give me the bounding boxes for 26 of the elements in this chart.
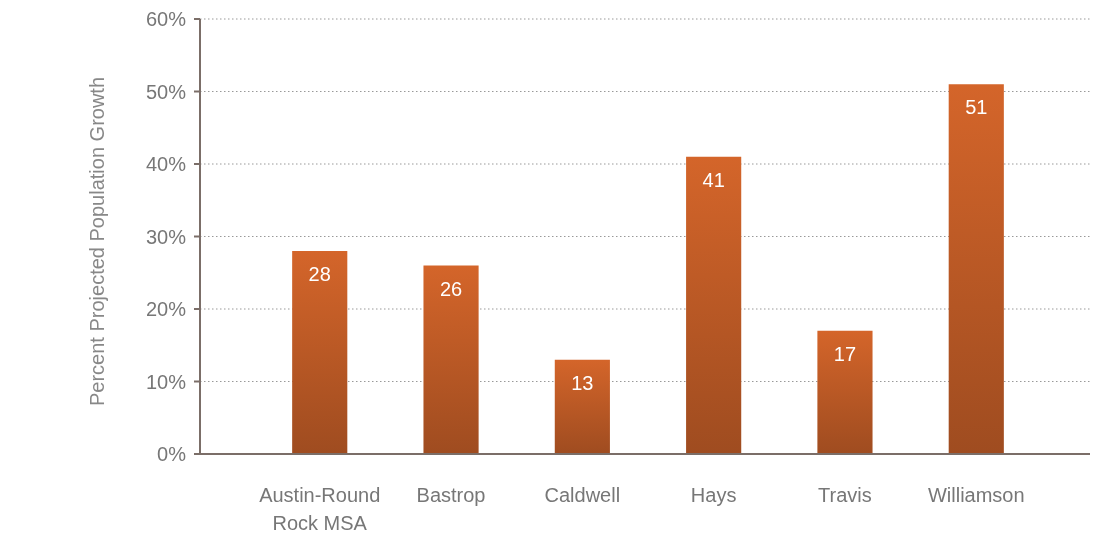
data-label: 13: [571, 371, 594, 394]
bar: [554, 359, 610, 454]
y-tick-label: 40%: [145, 153, 187, 175]
x-tick-label: Hays: [690, 484, 737, 506]
y-tick-label: 10%: [145, 370, 187, 393]
bar: [423, 265, 479, 454]
y-axis-title: Percent Projected Population Growth: [86, 76, 108, 407]
y-tick-label: 60%: [145, 8, 187, 30]
bar: [686, 156, 742, 454]
y-tick-label: 50%: [145, 80, 187, 103]
data-label: 41: [702, 168, 725, 191]
y-tick-label: 20%: [145, 298, 187, 320]
x-tick-label: Williamson: [927, 484, 1025, 506]
data-label: 51: [965, 96, 988, 119]
y-tick-label: 30%: [145, 225, 187, 248]
data-label: 28: [308, 263, 331, 285]
bar: [817, 330, 873, 454]
data-label: 17: [833, 342, 857, 365]
y-tick-label: 0%: [157, 443, 187, 465]
data-label: 26: [439, 277, 463, 300]
x-tick-label: Caldwell: [544, 484, 621, 506]
bar: [948, 84, 1004, 454]
x-tick-label: Austin-Round Rock MSA: [259, 484, 381, 533]
x-tick-label: Bastrop: [416, 484, 486, 506]
x-tick-label: Travis: [818, 484, 872, 506]
bar: [292, 251, 348, 454]
